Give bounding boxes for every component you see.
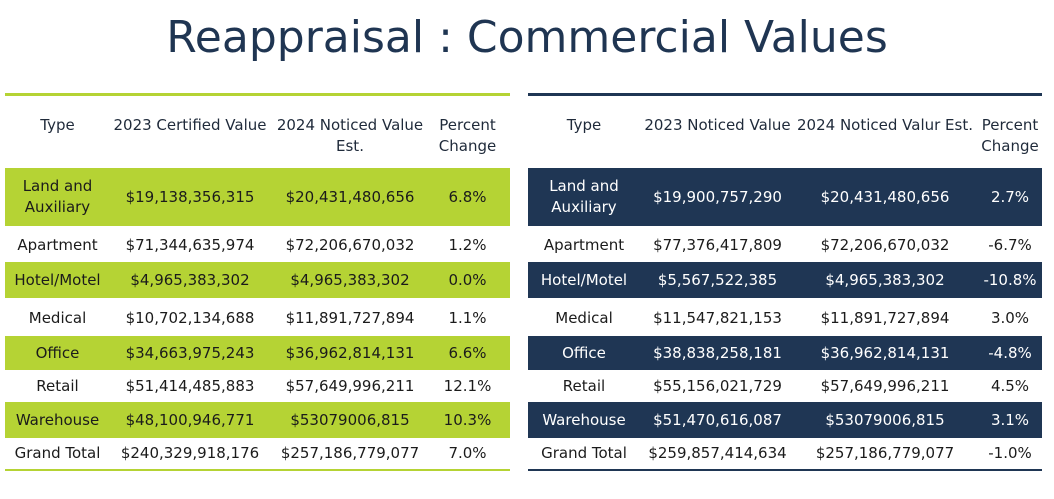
row-label: Medical xyxy=(28,308,87,327)
cell-value: 12.1% xyxy=(443,376,492,395)
row-band xyxy=(5,168,510,226)
cell-value: $53079006,815 xyxy=(825,410,945,429)
table-top-rule xyxy=(528,93,1042,96)
cell-value: $77,376,417,809 xyxy=(653,235,782,254)
cell-value: -6.7% xyxy=(988,235,1032,254)
cell-value: $48,100,946,771 xyxy=(125,410,255,429)
cell-value: -1.0% xyxy=(988,443,1032,462)
row-label: Office xyxy=(35,343,80,362)
cell-value: 1.1% xyxy=(448,308,487,327)
cell-value: 2.7% xyxy=(990,187,1030,206)
cell-value: 6.8% xyxy=(448,187,487,206)
row-band xyxy=(528,168,1042,226)
row-label: Hotel/Motel xyxy=(540,270,628,289)
cell-value: $57,649,996,211 xyxy=(285,376,415,395)
cell-value: $4,965,383,302 xyxy=(290,270,410,289)
table-bottom-rule xyxy=(5,469,510,471)
cell-value: 10.3% xyxy=(443,410,492,429)
row-label: Warehouse xyxy=(15,410,100,429)
row-label: Land and Auxiliary xyxy=(22,177,93,216)
cell-value: $259,857,414,634 xyxy=(648,443,787,462)
row-label: Grand Total xyxy=(14,443,101,462)
cell-value: $4,965,383,302 xyxy=(825,270,945,289)
cell-value: $71,344,635,974 xyxy=(125,235,255,254)
cell-value: -4.8% xyxy=(988,343,1032,362)
row-band xyxy=(528,402,1042,438)
cell-value: 4.5% xyxy=(990,376,1030,395)
row-band xyxy=(5,336,510,370)
column-header: Type xyxy=(566,116,602,134)
row-label: Warehouse xyxy=(542,410,626,429)
cell-value: -10.8% xyxy=(983,270,1037,289)
row-label: Apartment xyxy=(543,235,625,254)
row-label: Office xyxy=(562,343,606,362)
column-header: 2023 Noticed Value xyxy=(644,116,791,134)
row-band xyxy=(528,262,1042,298)
cell-value: $57,649,996,211 xyxy=(820,376,950,395)
row-label: Apartment xyxy=(17,235,98,254)
cell-value: $20,431,480,656 xyxy=(285,187,415,206)
cell-value: $11,891,727,894 xyxy=(285,308,415,327)
column-header: 2023 Certified Value xyxy=(113,116,267,134)
cell-value: $240,329,918,176 xyxy=(120,443,260,462)
column-header: Percent Change xyxy=(981,116,1039,155)
column-header: Percent Change xyxy=(438,116,497,155)
cell-value: 6.6% xyxy=(448,343,487,362)
cell-value: $11,547,821,153 xyxy=(653,308,782,327)
row-band xyxy=(5,262,510,298)
cell-value: $19,138,356,315 xyxy=(125,187,255,206)
cell-value: $5,567,522,385 xyxy=(657,270,778,289)
cell-value: $72,206,670,032 xyxy=(820,235,950,254)
cell-value: $53079006,815 xyxy=(290,410,410,429)
cell-value: $11,891,727,894 xyxy=(820,308,950,327)
cell-value: $19,900,757,290 xyxy=(653,187,782,206)
cell-value: 3.1% xyxy=(990,410,1030,429)
column-header: 2024 Noticed Valur Est. xyxy=(797,116,973,134)
row-label: Hotel/Motel xyxy=(14,270,101,289)
page-title: Reappraisal : Commercial Values xyxy=(166,12,888,63)
table-top-rule xyxy=(5,93,510,96)
cell-value: $4,965,383,302 xyxy=(130,270,250,289)
cell-value: $36,962,814,131 xyxy=(285,343,415,362)
row-band xyxy=(5,402,510,438)
table-bottom-rule xyxy=(528,469,1042,471)
cell-value: $257,186,779,077 xyxy=(280,443,420,462)
cell-value: $55,156,021,729 xyxy=(653,376,782,395)
cell-value: $38,838,258,181 xyxy=(653,343,782,362)
row-label: Retail xyxy=(36,376,79,395)
column-header: 2024 Noticed Value Est. xyxy=(276,116,424,155)
column-header: Type xyxy=(40,116,75,134)
cell-value: $10,702,134,688 xyxy=(125,308,255,327)
cell-value: $51,470,616,087 xyxy=(653,410,782,429)
row-label: Land and Auxiliary xyxy=(549,177,619,216)
row-label: Grand Total xyxy=(541,443,627,462)
cell-value: $257,186,779,077 xyxy=(815,443,955,462)
cell-value: $20,431,480,656 xyxy=(820,187,950,206)
row-label: Retail xyxy=(562,376,606,395)
cell-value: 1.2% xyxy=(448,235,487,254)
cell-value: 0.0% xyxy=(448,270,487,289)
cell-value: $36,962,814,131 xyxy=(820,343,950,362)
cell-value: $34,663,975,243 xyxy=(125,343,255,362)
row-band xyxy=(528,336,1042,370)
cell-value: 3.0% xyxy=(990,308,1030,327)
cell-value: $51,414,485,883 xyxy=(125,376,255,395)
row-label: Medical xyxy=(555,308,613,327)
cell-value: $72,206,670,032 xyxy=(285,235,415,254)
cell-value: 7.0% xyxy=(448,443,487,462)
